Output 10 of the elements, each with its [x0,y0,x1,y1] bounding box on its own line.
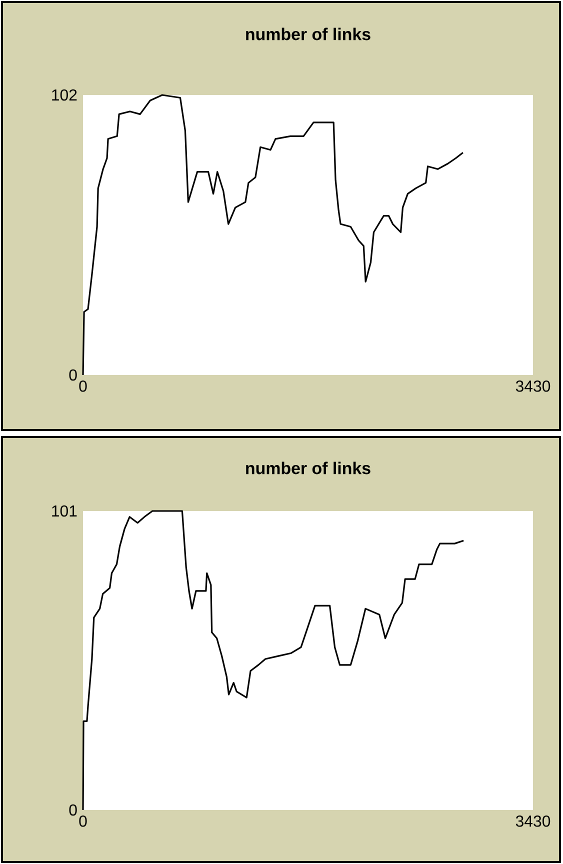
line-series [82,510,464,811]
y-tick-label: 0 [69,804,77,816]
x-tick-label: 3430 [516,380,550,392]
y-tick-label: 101 [52,505,77,517]
y-tick-label: 102 [52,89,77,101]
y-tick-label: 0 [69,369,77,381]
chart-title: number of links [246,462,370,474]
chart-title: number of links [246,28,370,40]
line-series [82,94,464,376]
x-tick-label: 3430 [516,816,550,827]
